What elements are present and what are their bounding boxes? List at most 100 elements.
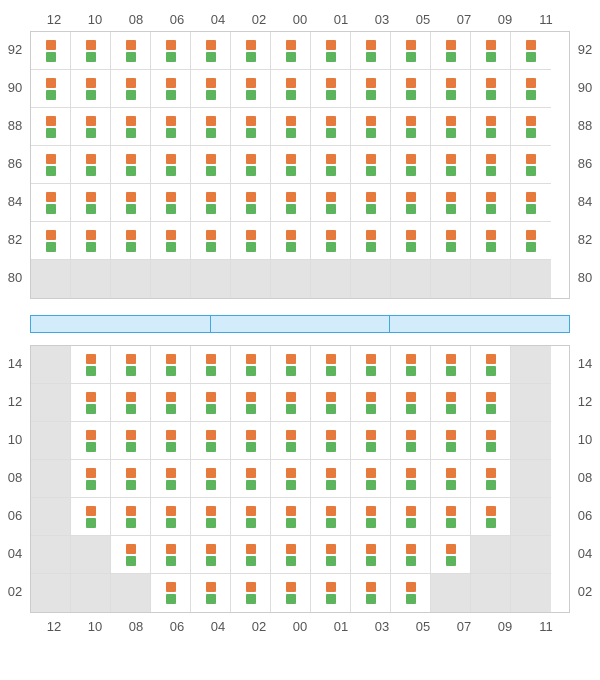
- seat-cell[interactable]: [231, 32, 271, 70]
- seat-cell[interactable]: [151, 184, 191, 222]
- seat-cell[interactable]: [271, 536, 311, 574]
- seat-cell[interactable]: [71, 184, 111, 222]
- seat-cell[interactable]: [471, 422, 511, 460]
- seat-cell[interactable]: [191, 70, 231, 108]
- seat-cell[interactable]: [111, 222, 151, 260]
- seat-cell[interactable]: [271, 184, 311, 222]
- seat-cell[interactable]: [471, 498, 511, 536]
- seat-cell[interactable]: [231, 498, 271, 536]
- seat-cell[interactable]: [111, 460, 151, 498]
- seat-cell[interactable]: [351, 346, 391, 384]
- seat-cell[interactable]: [151, 32, 191, 70]
- seat-cell[interactable]: [151, 498, 191, 536]
- seat-cell[interactable]: [191, 574, 231, 612]
- seat-cell[interactable]: [471, 108, 511, 146]
- seat-cell[interactable]: [71, 460, 111, 498]
- seat-cell[interactable]: [111, 108, 151, 146]
- seat-cell[interactable]: [31, 222, 71, 260]
- seat-cell[interactable]: [351, 384, 391, 422]
- seat-cell[interactable]: [391, 422, 431, 460]
- seat-cell[interactable]: [231, 460, 271, 498]
- seat-cell[interactable]: [271, 384, 311, 422]
- seat-cell[interactable]: [311, 422, 351, 460]
- seat-cell[interactable]: [271, 146, 311, 184]
- seat-cell[interactable]: [511, 146, 551, 184]
- seat-cell[interactable]: [431, 422, 471, 460]
- seat-cell[interactable]: [231, 422, 271, 460]
- seat-cell[interactable]: [471, 70, 511, 108]
- seat-cell[interactable]: [151, 384, 191, 422]
- seat-cell[interactable]: [311, 184, 351, 222]
- seat-cell[interactable]: [431, 108, 471, 146]
- seat-cell[interactable]: [271, 574, 311, 612]
- seat-cell[interactable]: [511, 222, 551, 260]
- seat-cell[interactable]: [311, 460, 351, 498]
- seat-cell[interactable]: [431, 32, 471, 70]
- seat-cell[interactable]: [111, 32, 151, 70]
- seat-cell[interactable]: [311, 384, 351, 422]
- seat-cell[interactable]: [511, 184, 551, 222]
- seat-cell[interactable]: [351, 184, 391, 222]
- seat-cell[interactable]: [191, 222, 231, 260]
- seat-cell[interactable]: [271, 222, 311, 260]
- seat-cell[interactable]: [351, 32, 391, 70]
- seat-cell[interactable]: [71, 384, 111, 422]
- seat-cell[interactable]: [351, 460, 391, 498]
- seat-cell[interactable]: [311, 222, 351, 260]
- seat-cell[interactable]: [191, 32, 231, 70]
- seat-cell[interactable]: [351, 70, 391, 108]
- seat-cell[interactable]: [71, 32, 111, 70]
- seat-cell[interactable]: [231, 346, 271, 384]
- seat-cell[interactable]: [231, 222, 271, 260]
- seat-cell[interactable]: [71, 346, 111, 384]
- seat-cell[interactable]: [391, 460, 431, 498]
- seat-cell[interactable]: [191, 384, 231, 422]
- seat-cell[interactable]: [111, 70, 151, 108]
- seat-cell[interactable]: [471, 222, 511, 260]
- seat-cell[interactable]: [431, 498, 471, 536]
- seat-cell[interactable]: [431, 384, 471, 422]
- seat-cell[interactable]: [231, 536, 271, 574]
- seat-cell[interactable]: [151, 460, 191, 498]
- seat-cell[interactable]: [71, 498, 111, 536]
- seat-cell[interactable]: [231, 574, 271, 612]
- seat-cell[interactable]: [431, 460, 471, 498]
- seat-cell[interactable]: [231, 108, 271, 146]
- seat-cell[interactable]: [71, 108, 111, 146]
- seat-cell[interactable]: [351, 422, 391, 460]
- seat-cell[interactable]: [351, 222, 391, 260]
- seat-cell[interactable]: [391, 32, 431, 70]
- seat-cell[interactable]: [111, 498, 151, 536]
- seat-cell[interactable]: [31, 70, 71, 108]
- seat-cell[interactable]: [151, 422, 191, 460]
- seat-cell[interactable]: [311, 108, 351, 146]
- seat-cell[interactable]: [271, 422, 311, 460]
- seat-cell[interactable]: [191, 536, 231, 574]
- seat-cell[interactable]: [71, 422, 111, 460]
- seat-cell[interactable]: [511, 70, 551, 108]
- seat-cell[interactable]: [471, 384, 511, 422]
- seat-cell[interactable]: [271, 108, 311, 146]
- seat-cell[interactable]: [271, 460, 311, 498]
- seat-cell[interactable]: [311, 346, 351, 384]
- seat-cell[interactable]: [31, 108, 71, 146]
- seat-cell[interactable]: [231, 146, 271, 184]
- seat-cell[interactable]: [191, 146, 231, 184]
- seat-cell[interactable]: [31, 32, 71, 70]
- seat-cell[interactable]: [151, 574, 191, 612]
- seat-cell[interactable]: [271, 32, 311, 70]
- seat-cell[interactable]: [111, 536, 151, 574]
- seat-cell[interactable]: [111, 184, 151, 222]
- seat-cell[interactable]: [151, 108, 191, 146]
- seat-cell[interactable]: [471, 460, 511, 498]
- seat-cell[interactable]: [271, 70, 311, 108]
- seat-cell[interactable]: [71, 222, 111, 260]
- seat-cell[interactable]: [511, 32, 551, 70]
- seat-cell[interactable]: [31, 146, 71, 184]
- seat-cell[interactable]: [391, 574, 431, 612]
- seat-cell[interactable]: [111, 146, 151, 184]
- seat-cell[interactable]: [111, 346, 151, 384]
- seat-cell[interactable]: [231, 384, 271, 422]
- seat-cell[interactable]: [151, 146, 191, 184]
- seat-cell[interactable]: [391, 70, 431, 108]
